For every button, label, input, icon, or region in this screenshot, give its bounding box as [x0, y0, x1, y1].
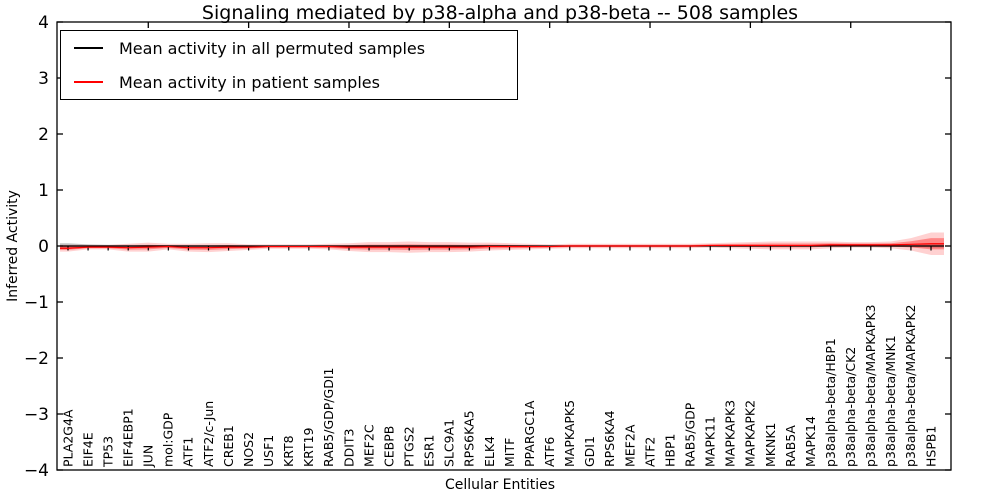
x-category-label: EIF4EBP1 [121, 408, 136, 467]
x-category-label: PLA2G4A [60, 409, 75, 467]
x-category-label: MAPK14 [803, 416, 818, 467]
x-category-label: mol:GDP [161, 412, 176, 467]
legend-line-sample-permuted [74, 47, 103, 49]
x-category-label: RAB5A [783, 425, 798, 467]
x-category-label: SLC9A1 [442, 419, 457, 467]
x-category-label: ATF1 [181, 437, 196, 467]
y-tick-label: −1 [24, 293, 49, 313]
x-category-label: p38alpha-beta/MNK1 [883, 335, 898, 467]
legend: Mean activity in all permuted samples Me… [60, 30, 518, 100]
x-category-label: p38alpha-beta/MAPKAPK3 [863, 305, 878, 468]
y-axis-label: Inferred Activity [5, 190, 21, 302]
x-category-label: RAB5/GDP [682, 402, 697, 467]
x-category-label: TP53 [100, 436, 115, 468]
x-category-label: KRT8 [281, 435, 296, 467]
x-category-label: NOS2 [241, 432, 256, 467]
y-tick-label: 4 [38, 13, 49, 33]
legend-line-sample-patient [74, 81, 103, 83]
x-category-label: RPS6KA5 [462, 410, 477, 467]
y-tick-label: −3 [24, 405, 49, 425]
x-category-label: EIF4E [80, 432, 95, 467]
x-axis-label: Cellular Entities [444, 477, 556, 493]
y-tick-label: 3 [38, 69, 49, 89]
x-category-label: MKNK1 [763, 423, 778, 467]
chart-title: Signaling mediated by p38-alpha and p38-… [201, 2, 799, 24]
x-category-label: JUN [141, 445, 156, 468]
x-category-label: CEBPB [381, 426, 396, 467]
x-category-label: ATF2 [642, 437, 657, 467]
x-category-label: p38alpha-beta/CK2 [843, 347, 858, 467]
x-category-label: PTGS2 [401, 426, 416, 467]
x-category-label: MAPKAPK2 [743, 400, 758, 467]
x-category-label: PPARGC1A [522, 400, 537, 467]
x-category-label: HSPB1 [923, 426, 938, 467]
x-category-label: RAB5/GDP/GDI1 [321, 368, 336, 467]
x-category-label: ELK4 [482, 436, 497, 467]
x-category-label: MAPKAPK3 [723, 400, 738, 467]
x-category-label: MITF [502, 438, 517, 467]
y-tick-label: −2 [24, 349, 49, 369]
x-category-label: MEF2C [361, 424, 376, 467]
x-category-label: ATF6 [542, 437, 557, 467]
y-tick-label: 1 [38, 181, 49, 201]
legend-label-permuted: Mean activity in all permuted samples [119, 38, 426, 58]
y-tick-label: 2 [38, 125, 49, 145]
x-category-label: DDIT3 [341, 428, 356, 467]
legend-label-patient: Mean activity in patient samples [119, 72, 380, 92]
x-category-label: p38alpha-beta/MAPKAPK2 [903, 305, 918, 468]
x-category-label: ATF2/c-Jun [201, 401, 216, 467]
x-category-label: GDI1 [582, 436, 597, 467]
x-category-label: HBP1 [662, 434, 677, 467]
x-category-label: CREB1 [221, 425, 236, 467]
x-category-label: RPS6KA4 [602, 410, 617, 467]
x-category-label: ESR1 [422, 435, 437, 467]
patient-std-band-outer [60, 232, 944, 255]
legend-item-patient: Mean activity in patient samples [61, 66, 517, 99]
x-category-label: USF1 [261, 435, 276, 467]
x-category-label: MAPKAPK5 [562, 400, 577, 467]
legend-item-permuted: Mean activity in all permuted samples [61, 32, 517, 65]
patient-mean-line [60, 243, 944, 249]
x-category-label: p38alpha-beta/HBP1 [823, 338, 838, 467]
x-category-label: MAPK11 [703, 416, 718, 467]
y-tick-label: −4 [24, 461, 49, 481]
y-tick-label: 0 [38, 237, 49, 257]
x-category-label: MEF2A [622, 424, 637, 467]
x-category-label: KRT19 [301, 427, 316, 467]
